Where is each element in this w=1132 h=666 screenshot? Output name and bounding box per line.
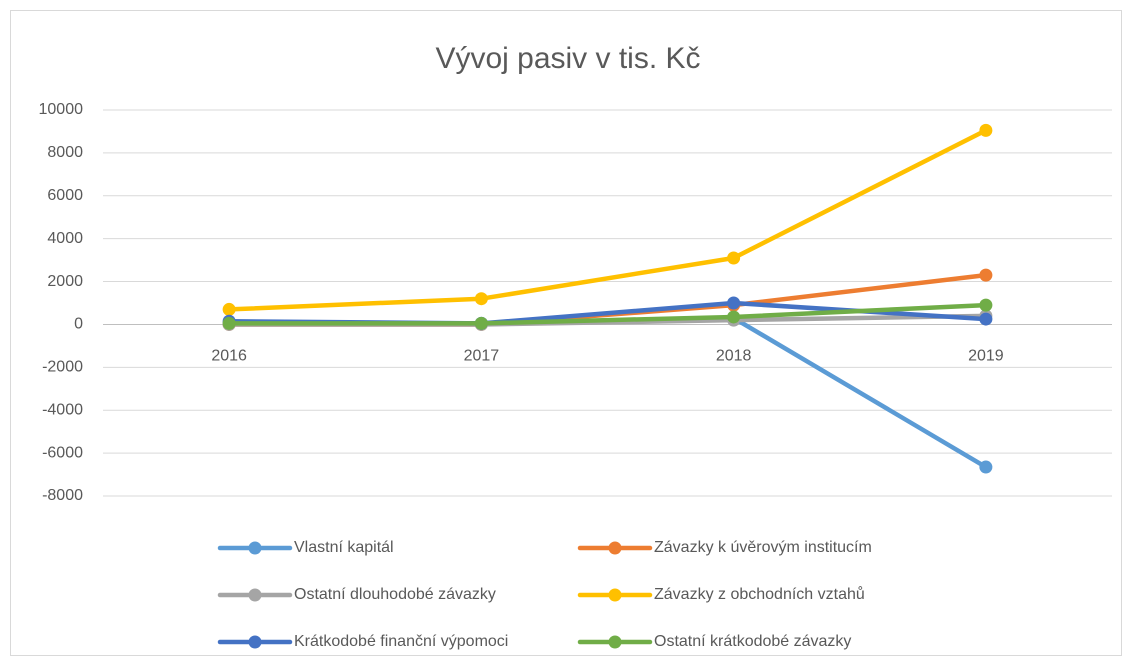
data-point <box>222 302 236 316</box>
y-tick-label: -6000 <box>42 444 83 461</box>
y-tick-label: 10000 <box>39 101 84 118</box>
data-point <box>979 312 993 326</box>
y-tick-label: 6000 <box>47 187 83 204</box>
y-tick-label: 0 <box>74 316 83 333</box>
series-line <box>226 128 989 312</box>
y-tick-label: 8000 <box>47 144 83 161</box>
legend-marker <box>608 541 622 555</box>
y-tick-label: -4000 <box>42 401 83 418</box>
legend-marker <box>608 588 622 602</box>
data-point <box>474 292 488 306</box>
x-tick-label: 2017 <box>464 348 500 365</box>
legend-label: Ostatní krátkodobé závazky <box>654 633 851 650</box>
data-point <box>727 251 741 265</box>
legend-marker <box>248 635 262 649</box>
y-tick-label: 4000 <box>47 230 83 247</box>
y-tick-label: -8000 <box>42 487 83 504</box>
legend-label: Závazky k úvěrovým institucím <box>654 539 872 556</box>
data-point <box>979 268 993 282</box>
data-point <box>979 460 993 474</box>
data-point <box>222 316 236 330</box>
legend-label: Vlastní kapitál <box>294 539 394 556</box>
legend-label: Krátkodobé finanční výpomoci <box>294 633 508 650</box>
x-tick-label: 2019 <box>968 348 1004 365</box>
x-tick-label: 2016 <box>211 348 247 365</box>
legend-label: Závazky z obchodních vztahů <box>654 585 865 603</box>
data-point <box>979 123 993 137</box>
legend-label: Ostatní dlouhodobé závazky <box>294 586 496 603</box>
legend-marker <box>248 541 262 555</box>
data-point <box>979 298 993 312</box>
data-point <box>727 310 741 324</box>
data-point <box>727 296 741 310</box>
chart-title: Vývoj pasiv v tis. Kč <box>435 42 700 75</box>
y-tick-label: 2000 <box>47 273 83 290</box>
data-point <box>474 316 488 330</box>
series-line <box>226 302 989 326</box>
legend-marker <box>608 635 622 649</box>
legend-marker <box>248 588 262 602</box>
x-tick-label: 2018 <box>716 348 752 365</box>
y-tick-label: -2000 <box>42 359 83 376</box>
chart-border <box>10 10 1122 656</box>
